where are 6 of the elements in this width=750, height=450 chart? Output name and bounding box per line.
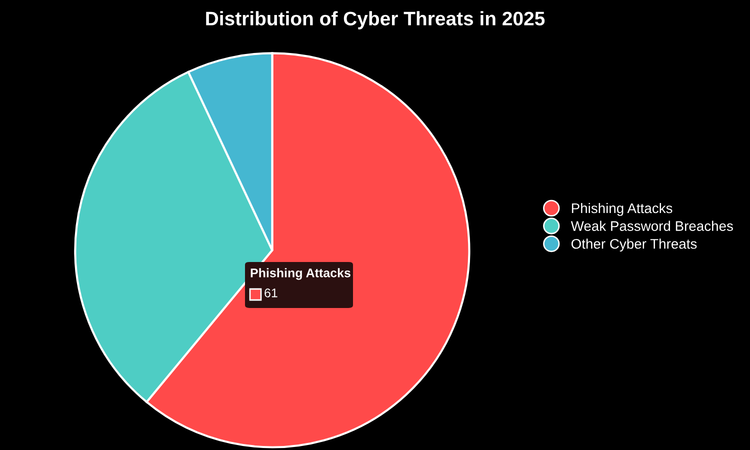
legend-label: Other Cyber Threats — [571, 238, 697, 252]
data-label: 61 — [264, 288, 278, 298]
slice-label: Phishing Attacks — [250, 268, 350, 280]
legend-label: Phishing Attacks — [572, 202, 672, 216]
legend-label: Weak Password Breaches — [570, 220, 733, 231]
chart-title: Distribution of Cyber Threats in 2025 — [206, 11, 545, 30]
